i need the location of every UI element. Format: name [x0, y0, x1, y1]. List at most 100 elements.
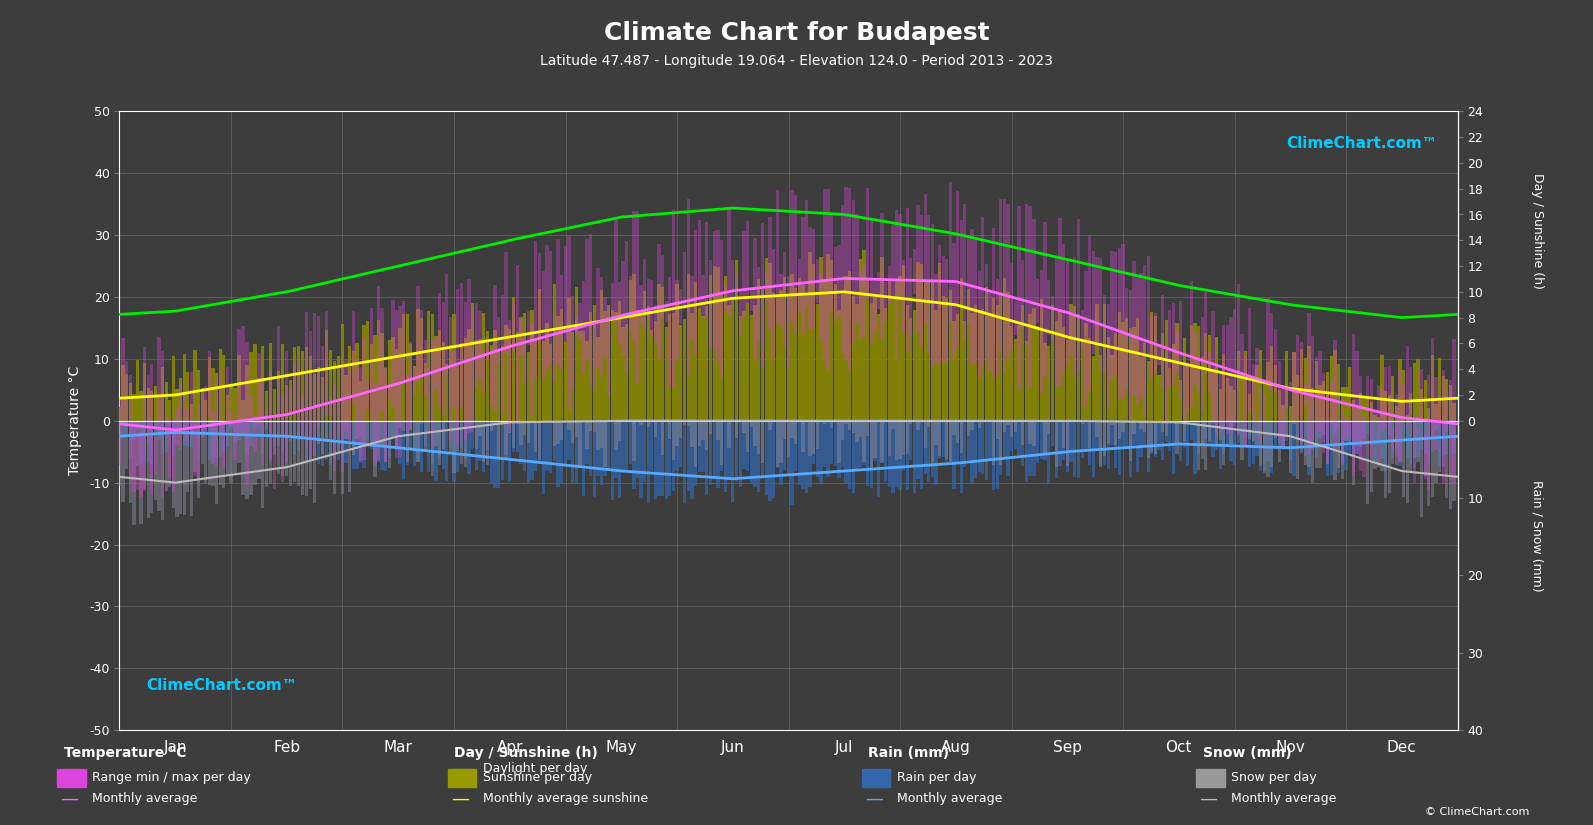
- Bar: [341, 421, 344, 458]
- Bar: [456, 289, 459, 445]
- Bar: [497, 349, 500, 421]
- Bar: [898, 421, 902, 490]
- Bar: [1029, 206, 1032, 389]
- Bar: [1359, 376, 1362, 471]
- Bar: [261, 379, 264, 466]
- Bar: [1391, 421, 1394, 459]
- Bar: [567, 236, 570, 410]
- Bar: [862, 421, 865, 462]
- Bar: [824, 421, 827, 467]
- Bar: [124, 361, 129, 424]
- Bar: [884, 309, 887, 421]
- Bar: [464, 302, 467, 439]
- Bar: [819, 257, 822, 421]
- Bar: [328, 421, 333, 465]
- Bar: [158, 421, 161, 512]
- Bar: [1013, 421, 1016, 432]
- Bar: [734, 260, 738, 421]
- Bar: [683, 421, 687, 503]
- Bar: [527, 311, 530, 345]
- Bar: [916, 205, 919, 333]
- Bar: [430, 340, 433, 447]
- Bar: [570, 421, 575, 443]
- Bar: [317, 421, 320, 464]
- Bar: [186, 372, 190, 421]
- Bar: [1176, 421, 1179, 446]
- Bar: [198, 421, 201, 497]
- Bar: [1434, 421, 1437, 430]
- Bar: [967, 421, 970, 436]
- Bar: [1395, 421, 1399, 449]
- Bar: [698, 421, 701, 446]
- Bar: [1230, 421, 1233, 461]
- Bar: [215, 379, 218, 467]
- Bar: [150, 421, 153, 513]
- Bar: [844, 276, 847, 421]
- Bar: [438, 421, 441, 456]
- Bar: [245, 421, 249, 455]
- Bar: [164, 421, 167, 451]
- Bar: [1233, 421, 1236, 423]
- Bar: [534, 340, 537, 421]
- Bar: [1255, 421, 1258, 445]
- Bar: [768, 263, 771, 421]
- Bar: [1427, 421, 1431, 464]
- Bar: [757, 421, 760, 455]
- Bar: [497, 421, 500, 488]
- Bar: [430, 421, 433, 464]
- Bar: [1438, 421, 1442, 465]
- Bar: [1348, 367, 1351, 421]
- Bar: [198, 370, 201, 421]
- Bar: [935, 274, 938, 364]
- Bar: [1047, 346, 1050, 421]
- Bar: [198, 405, 201, 484]
- Bar: [809, 421, 812, 456]
- Bar: [812, 264, 816, 421]
- Bar: [1211, 370, 1214, 421]
- Bar: [304, 421, 309, 497]
- Bar: [381, 421, 384, 445]
- Bar: [750, 421, 753, 427]
- Bar: [1118, 421, 1121, 439]
- Bar: [277, 370, 280, 421]
- Bar: [118, 398, 121, 465]
- Bar: [1077, 314, 1080, 421]
- Bar: [416, 421, 419, 462]
- Bar: [256, 421, 261, 479]
- Bar: [1196, 421, 1200, 454]
- Bar: [855, 214, 859, 324]
- Bar: [438, 330, 441, 421]
- Bar: [927, 214, 930, 354]
- Bar: [717, 421, 720, 440]
- Bar: [1258, 421, 1262, 471]
- Bar: [424, 363, 427, 421]
- Bar: [709, 260, 712, 346]
- Bar: [1376, 421, 1380, 467]
- Bar: [1438, 421, 1442, 472]
- Bar: [1308, 313, 1311, 454]
- Bar: [1063, 244, 1066, 375]
- Bar: [320, 421, 325, 454]
- Text: Snow per day: Snow per day: [1231, 771, 1317, 785]
- Bar: [1114, 421, 1117, 445]
- Bar: [988, 315, 991, 421]
- Bar: [589, 233, 593, 385]
- Bar: [336, 356, 341, 421]
- Bar: [1150, 421, 1153, 452]
- Bar: [604, 421, 607, 476]
- Bar: [175, 421, 178, 432]
- Bar: [790, 190, 793, 322]
- Bar: [1236, 421, 1239, 434]
- Bar: [398, 421, 401, 464]
- Bar: [757, 279, 760, 421]
- Bar: [701, 421, 704, 473]
- Bar: [1297, 375, 1300, 421]
- Bar: [902, 260, 905, 333]
- Bar: [1193, 331, 1196, 385]
- Bar: [672, 421, 675, 491]
- Bar: [1136, 318, 1139, 421]
- Bar: [1286, 390, 1289, 409]
- Bar: [472, 421, 475, 449]
- Bar: [761, 289, 765, 421]
- Bar: [1431, 421, 1434, 451]
